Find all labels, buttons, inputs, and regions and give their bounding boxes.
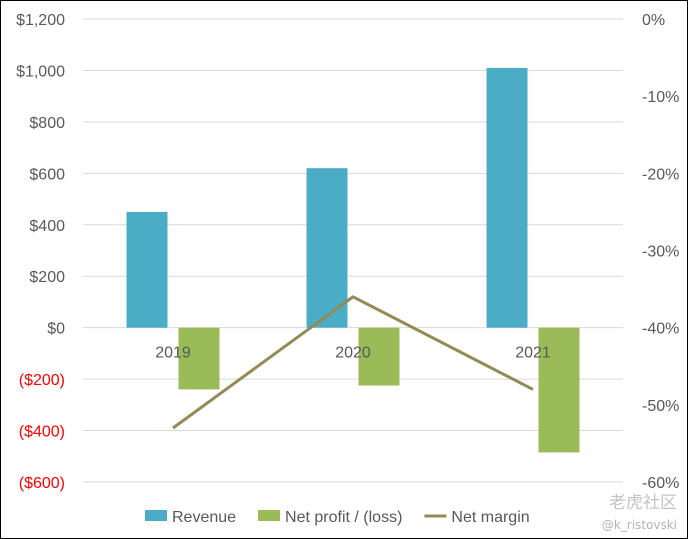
y-left-tick-label: ($200) xyxy=(19,372,65,389)
y-left-tick-label: ($400) xyxy=(19,424,65,441)
y-right-tick-label: 0% xyxy=(642,12,665,29)
revenue-bar xyxy=(306,168,348,328)
revenue-bar xyxy=(486,67,528,328)
y-left-tick-label: $600 xyxy=(29,166,65,183)
y-right-tick-label: -10% xyxy=(642,89,679,106)
y-right-tick-label: -20% xyxy=(642,166,679,183)
y-right-tick-label: -30% xyxy=(642,244,679,261)
revenue-bar xyxy=(126,211,168,328)
x-category-label: 2021 xyxy=(515,345,551,362)
net-margin-line xyxy=(172,295,534,430)
x-category-label: 2019 xyxy=(155,345,191,362)
y-left-tick-label: $800 xyxy=(29,115,65,132)
legend-label-net-margin: Net margin xyxy=(451,509,529,526)
net-profit-bar xyxy=(358,327,400,386)
y-left-tick-label: $400 xyxy=(29,218,65,235)
watermark-brand: 老虎社区 xyxy=(609,493,677,513)
y-left-tick-label: ($600) xyxy=(19,475,65,492)
y-right-tick-label: -40% xyxy=(642,321,679,338)
net-profit-bar xyxy=(178,327,220,390)
watermark-handle: @k_ristovski xyxy=(602,518,677,532)
y-right-tick-label: -50% xyxy=(642,398,679,415)
y-left-tick-label: $1,200 xyxy=(16,12,65,29)
y-left-tick-label: $1,000 xyxy=(16,63,65,80)
legend-swatch-net-profit xyxy=(258,510,281,521)
x-category-label: 2020 xyxy=(335,345,371,362)
y-left-tick-label: $200 xyxy=(29,269,65,286)
legend-label-revenue: Revenue xyxy=(172,509,236,526)
legend-swatch-revenue xyxy=(145,510,167,521)
legend-label-net-profit: Net profit / (loss) xyxy=(285,509,402,526)
net-profit-bar xyxy=(538,327,580,453)
y-right-tick-label: -60% xyxy=(642,475,679,492)
y-left-tick-label: $0 xyxy=(47,321,65,338)
